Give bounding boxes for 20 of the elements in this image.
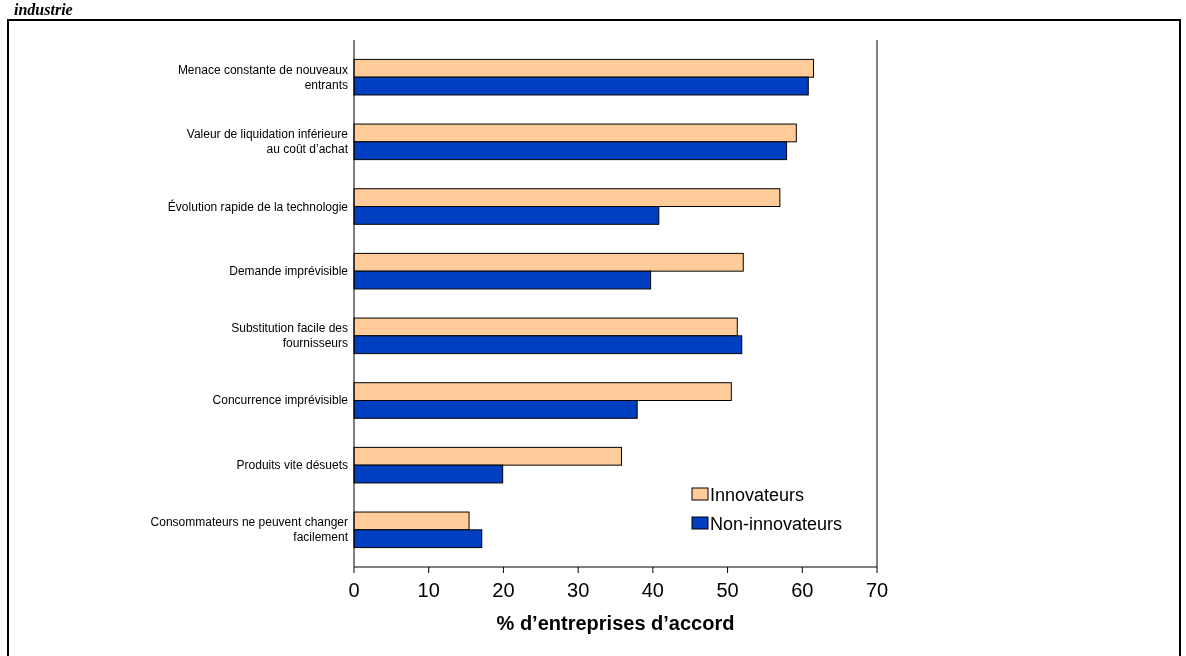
y-tick-label: Substitution facile des fournisseurs — [231, 321, 348, 351]
x-tick-label: 10 — [417, 579, 440, 601]
x-tick-label: 40 — [641, 579, 664, 601]
y-tick-label: Consommateurs ne peuvent changer facilement — [150, 515, 349, 545]
x-tick-label: 30 — [567, 579, 590, 601]
legend-label: Non-innovateurs — [710, 514, 843, 534]
x-axis-title: % d’entreprises d’accord — [496, 612, 735, 634]
y-tick-label: Demande imprévisible — [229, 264, 349, 279]
x-tick-label: 50 — [716, 579, 739, 601]
y-tick-label: Produits vite désuets — [236, 458, 348, 473]
y-tick-label: Concurrence imprévisible — [212, 393, 349, 408]
text: industrie — [14, 1, 73, 18]
y-tick-label: Menace constante de nouveaux entrants — [177, 62, 348, 92]
y-tick-label: Valeur de liquidation inférieure au coût d’achat — [186, 127, 349, 157]
x-tick-label: 20 — [492, 579, 515, 601]
x-tick-label: 0 — [348, 579, 360, 601]
x-tick-label: 70 — [865, 579, 889, 601]
y-tick-label: Évolution rapide de la technologie — [167, 198, 349, 214]
x-tick-label: 60 — [791, 579, 814, 601]
legend-label: Innovateurs — [710, 485, 805, 505]
